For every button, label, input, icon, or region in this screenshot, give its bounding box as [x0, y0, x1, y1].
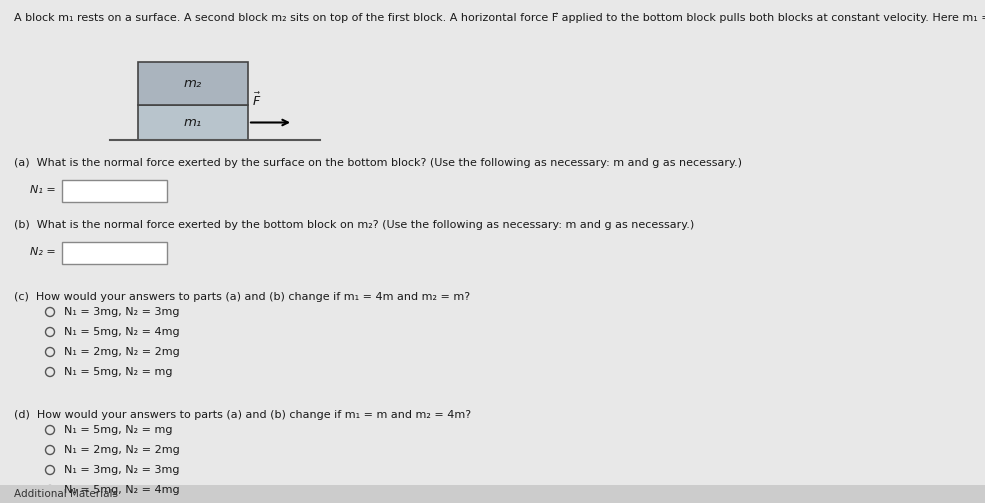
Text: N₁ = 3mg, N₂ = 3mg: N₁ = 3mg, N₂ = 3mg	[64, 307, 179, 317]
Text: N₁ = 2mg, N₂ = 2mg: N₁ = 2mg, N₂ = 2mg	[64, 347, 179, 357]
Bar	[0, 485, 985, 503]
Text: (d)  How would your answers to parts (a) and (b) change if m₁ = m and m₂ = 4m?: (d) How would your answers to parts (a) …	[14, 410, 471, 420]
Text: (c)  How would your answers to parts (a) and (b) change if m₁ = 4m and m₂ = m?: (c) How would your answers to parts (a) …	[14, 292, 470, 302]
Text: N₁ = 5mg, N₂ = mg: N₁ = 5mg, N₂ = mg	[64, 425, 172, 435]
Bar	[138, 62, 248, 105]
Text: N₁ = 3mg, N₂ = 3mg: N₁ = 3mg, N₂ = 3mg	[64, 465, 179, 475]
Text: N₁ = 5mg, N₂ = 4mg: N₁ = 5mg, N₂ = 4mg	[64, 327, 179, 337]
Text: N₁ = 5mg, N₂ = 4mg: N₁ = 5mg, N₂ = 4mg	[64, 485, 179, 495]
Text: m₂: m₂	[184, 77, 202, 90]
Text: N₁ = 2mg, N₂ = 2mg: N₁ = 2mg, N₂ = 2mg	[64, 445, 179, 455]
Text: (b)  What is the normal force exerted by the bottom block on m₂? (Use the follow: (b) What is the normal force exerted by …	[14, 220, 694, 230]
Bar	[62, 242, 167, 264]
Bar	[138, 105, 248, 140]
Text: N₁ = 5mg, N₂ = mg: N₁ = 5mg, N₂ = mg	[64, 367, 172, 377]
Text: A block m₁ rests on a surface. A second block m₂ sits on top of the first block.: A block m₁ rests on a surface. A second …	[14, 12, 985, 23]
Bar	[62, 180, 167, 202]
Text: m₁: m₁	[184, 116, 202, 129]
Text: $\vec{F}$: $\vec{F}$	[252, 91, 261, 109]
Text: N₂ =: N₂ =	[30, 247, 56, 257]
Text: N₁ =: N₁ =	[30, 185, 56, 195]
Text: (a)  What is the normal force exerted by the surface on the bottom block? (Use t: (a) What is the normal force exerted by …	[14, 158, 742, 168]
Text: Additional Materials: Additional Materials	[14, 489, 118, 499]
